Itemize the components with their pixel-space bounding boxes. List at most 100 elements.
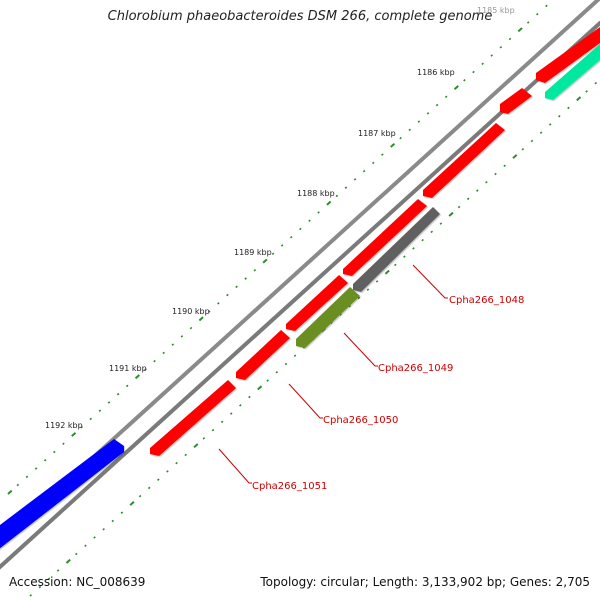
tick-mark (129, 501, 135, 506)
gene-arrow-forward[interactable] (343, 199, 427, 276)
tick-mark (153, 359, 156, 363)
tick-mark (403, 255, 406, 258)
tick-mark (134, 374, 140, 380)
tick-mark (545, 4, 548, 8)
gene-label-1051[interactable]: Cpha266_1051 (252, 481, 327, 492)
leader-line-1048 (412, 264, 448, 299)
tick-mark (335, 194, 339, 198)
scale-label: 1188 kbp (297, 189, 335, 198)
scale-label: 1189 kbp (234, 248, 272, 257)
tick-mark (308, 219, 311, 222)
tick-mark (193, 443, 199, 449)
tick-mark (412, 247, 415, 250)
tick-mark (25, 475, 29, 479)
tick-mark (517, 27, 523, 33)
tick-mark (476, 189, 479, 192)
tick-mark (80, 425, 83, 429)
gene-arrow-forward[interactable] (236, 330, 290, 380)
tick-mark (75, 552, 78, 556)
tick-mark (229, 412, 233, 415)
tick-mark (472, 70, 475, 74)
tick-mark (93, 536, 96, 539)
tick-mark (235, 285, 238, 289)
tick-mark (217, 302, 220, 305)
tick-mark (138, 494, 142, 498)
gene-arrow-forward[interactable] (536, 27, 600, 83)
tick-mark (371, 161, 375, 165)
tick-mark (317, 211, 320, 214)
tick-mark (357, 296, 361, 300)
tick-mark (147, 486, 151, 490)
tick-mark (34, 467, 38, 470)
tick-mark (189, 326, 193, 330)
gene-label-1049[interactable]: Cpha266_1049 (378, 363, 453, 374)
tick-mark (353, 178, 357, 181)
tick-mark (594, 81, 598, 85)
tick-mark (157, 478, 160, 481)
tick-mark (107, 401, 111, 404)
tick-mark (444, 95, 448, 99)
tick-mark (144, 368, 147, 371)
scale-label: 1191 kbp (109, 364, 147, 373)
tick-mark (530, 139, 534, 143)
tick-mark (567, 106, 570, 110)
tick-mark (166, 470, 169, 473)
backbone-inner (0, 21, 600, 570)
tick-mark (226, 293, 229, 297)
accession-text: Accession: NC_008639 (9, 575, 146, 589)
gene-arrow-forward[interactable] (286, 275, 348, 331)
tick-mark (71, 432, 77, 437)
leader-line-1051 (218, 448, 252, 484)
tick-mark (184, 453, 187, 457)
tick-mark (408, 128, 412, 132)
tick-mark (390, 142, 396, 148)
tick-mark (162, 351, 165, 355)
scale-label: 1187 kbp (358, 129, 396, 138)
tick-mark (485, 181, 488, 184)
gene-arrow-reverse-gray[interactable] (353, 207, 440, 292)
tick-mark (375, 280, 379, 283)
tick-mark (526, 21, 530, 24)
tick-mark (220, 420, 224, 424)
tick-mark (512, 154, 518, 159)
tick-mark (548, 123, 552, 126)
tick-mark (457, 205, 461, 209)
tick-mark (503, 164, 506, 168)
tick-mark (366, 288, 370, 291)
tick-mark (171, 343, 175, 346)
tick-mark (7, 489, 13, 495)
topology-text: Topology: circular; Length: 3,133,902 bp… (260, 575, 590, 589)
tick-mark (62, 442, 65, 446)
leader-lines (218, 264, 448, 484)
tick-mark (576, 96, 582, 102)
tick-mark (448, 211, 454, 217)
gene-arrow-reverse-teal[interactable] (545, 44, 600, 100)
scale-label: 1186 kbp (417, 68, 455, 77)
tick-mark (289, 235, 293, 239)
tick-mark (53, 450, 56, 454)
tick-mark (521, 147, 525, 151)
tick-marks (7, 4, 598, 597)
tick-mark (47, 577, 51, 581)
gene-arrow-reverse-olive[interactable] (296, 287, 360, 348)
gene-arrow-reverse-blue[interactable] (0, 439, 124, 556)
gene-label-1050[interactable]: Cpha266_1050 (323, 415, 398, 426)
tick-mark (421, 238, 424, 242)
tick-mark (399, 136, 402, 140)
leader-line-1049 (343, 332, 378, 367)
gene-arrow-forward[interactable] (500, 88, 532, 114)
gene-arrow-forward[interactable] (423, 123, 505, 198)
tick-mark (326, 200, 332, 206)
tick-mark (102, 527, 105, 531)
gene-label-1048[interactable]: Cpha266_1048 (449, 295, 524, 306)
gene-arrow-forward[interactable] (150, 380, 236, 456)
scale-labels: 1185 kbp 1186 kbp 1187 kbp 1188 kbp 1189… (45, 6, 515, 430)
tick-mark (463, 79, 466, 82)
tick-mark (111, 519, 115, 523)
tick-mark (453, 85, 459, 90)
scale-label: 1190 kbp (172, 307, 210, 316)
tick-mark (262, 258, 268, 264)
leader-line-1050 (288, 383, 323, 419)
